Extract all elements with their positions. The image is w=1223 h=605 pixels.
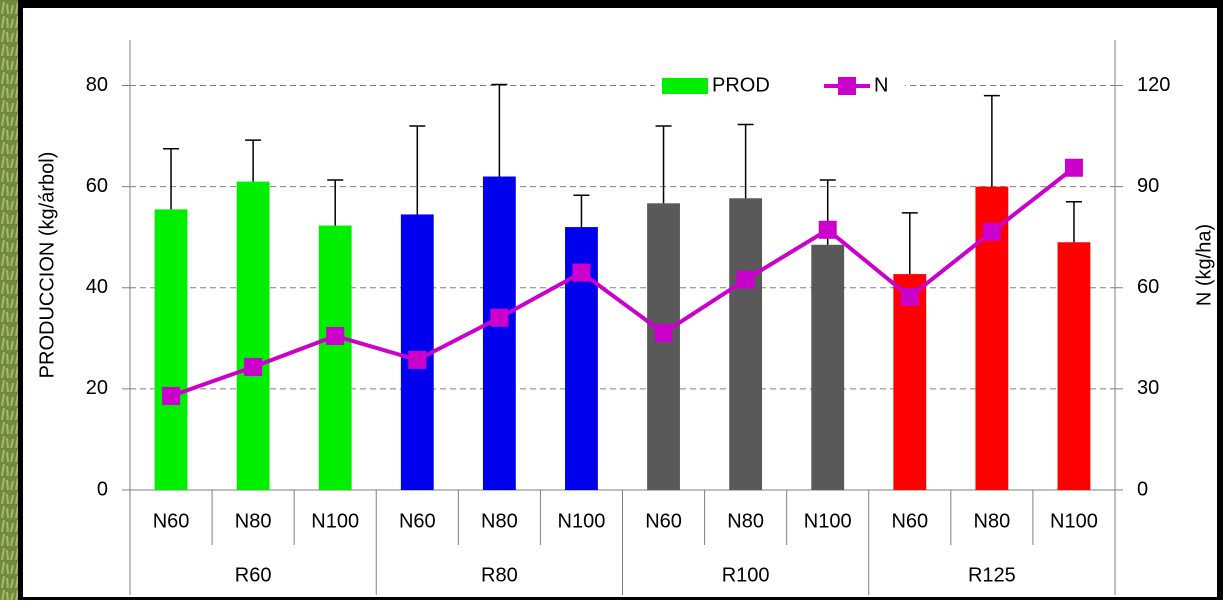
x-tick-label: N100 (311, 510, 359, 532)
x-tick-label: N60 (891, 510, 928, 532)
marker (162, 386, 181, 405)
marker (244, 357, 263, 376)
bar (1057, 242, 1091, 490)
bar (893, 274, 927, 490)
group-label: R100 (722, 564, 770, 586)
bar (482, 176, 516, 491)
marker (408, 350, 427, 369)
marker (982, 222, 1001, 241)
bar (236, 181, 270, 490)
x-tick-label: N80 (727, 510, 764, 532)
bar (729, 198, 763, 490)
y2-tick-label: 30 (1137, 377, 1159, 399)
line (170, 166, 1076, 398)
y2-tick-label: 0 (1137, 478, 1148, 500)
x-tick-label: N100 (1050, 510, 1098, 532)
group-label: R125 (968, 564, 1016, 586)
x-tick-label: N80 (235, 510, 272, 532)
x-tick-label: N80 (481, 510, 518, 532)
y2-tick-label: 60 (1137, 276, 1159, 298)
bar (811, 244, 845, 490)
bar (647, 203, 680, 490)
x-tick-label: N80 (974, 510, 1011, 532)
marker (736, 270, 755, 289)
y-axis-label: PRODUCCION (kg/árbol) (36, 152, 58, 379)
marker (654, 323, 673, 342)
y-tick-label: 60 (86, 175, 108, 197)
x-tick-label: N100 (558, 510, 606, 532)
group-label: R60 (235, 564, 272, 586)
y-tick-label: 0 (97, 478, 108, 500)
bar (318, 225, 352, 490)
legend-swatch (662, 78, 708, 94)
bar (154, 209, 188, 490)
marker (900, 287, 919, 306)
marker (1064, 158, 1083, 177)
group-label: R80 (481, 564, 518, 586)
x-tick-label: N60 (153, 510, 190, 532)
marker (818, 220, 837, 239)
marker (572, 263, 591, 282)
legend-marker (838, 77, 856, 95)
marker (326, 326, 345, 345)
y-tick-label: 40 (86, 276, 108, 298)
y2-axis-label: N (kg/ha) (1193, 224, 1215, 306)
legend-label: PROD (712, 74, 770, 96)
x-tick-label: N60 (645, 510, 682, 532)
marker (490, 308, 509, 327)
y-tick-label: 20 (86, 377, 108, 399)
y2-tick-label: 90 (1137, 175, 1159, 197)
y2-tick-label: 120 (1137, 74, 1170, 96)
y-tick-label: 80 (86, 74, 108, 96)
x-tick-label: N100 (804, 510, 852, 532)
x-tick-label: N60 (399, 510, 436, 532)
legend-label: N (874, 74, 888, 96)
